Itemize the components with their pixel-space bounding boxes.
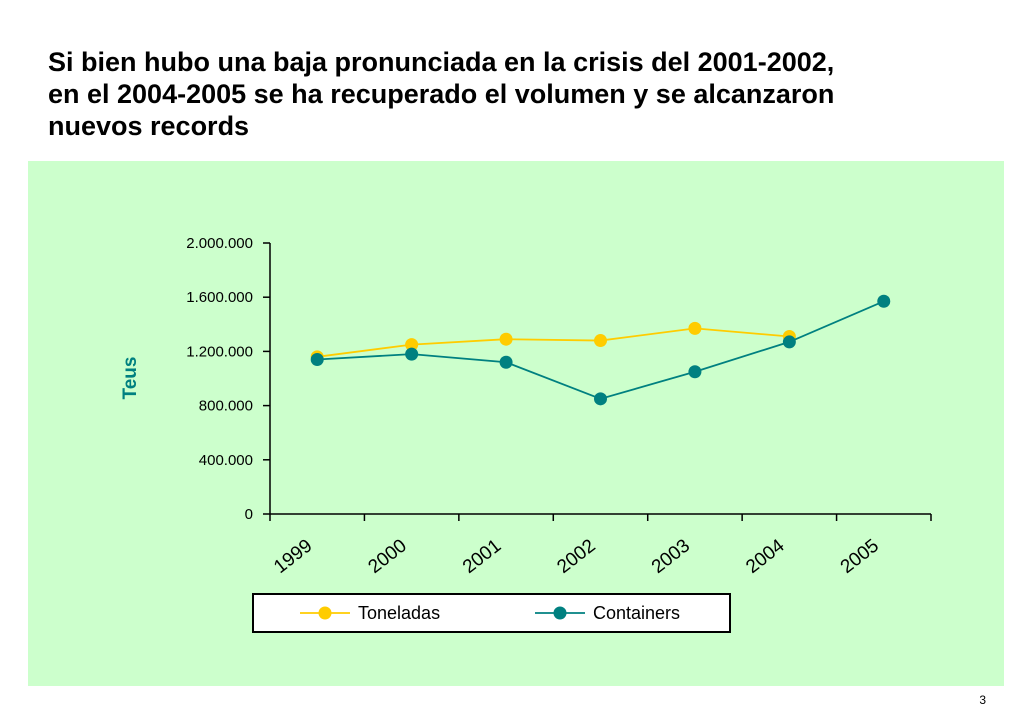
line-chart: 0 400.000 800.000 1.200.000 1.600.000 2.000.0… xyxy=(120,235,932,633)
y-tick-label: 1.200.000 xyxy=(186,343,253,360)
data-point-containers xyxy=(594,392,607,406)
x-tick-label: 2004 xyxy=(742,535,789,578)
chart-axes: 0 400.000 800.000 1.200.000 1.600.000 2.000.0… xyxy=(186,235,932,578)
y-tick-label: 800.000 xyxy=(199,398,253,415)
series-line-toneladas xyxy=(317,327,790,358)
y-axis-label: Teus xyxy=(120,357,141,400)
x-tick-label: 1999 xyxy=(270,535,316,578)
x-tick-label: 2002 xyxy=(553,535,599,578)
data-point-toneladas xyxy=(499,332,513,346)
y-tick-label: 2.000.000 xyxy=(186,235,253,252)
y-tick-label: 400.000 xyxy=(199,452,253,469)
series-line-containers xyxy=(317,300,885,400)
data-point-containers xyxy=(310,353,324,367)
page-number: 3 xyxy=(979,693,986,707)
slide-title: Si bien hubo una baja pronunciada en la … xyxy=(48,46,1008,142)
x-tick-label: 2005 xyxy=(837,535,883,578)
data-point-toneladas xyxy=(405,338,419,352)
chart-series xyxy=(310,294,891,406)
legend-marker xyxy=(553,606,567,620)
legend-label: Containers xyxy=(593,603,680,623)
y-tick-label: 1.600.000 xyxy=(186,289,253,306)
y-tick-label: 0 xyxy=(245,506,253,523)
data-point-containers xyxy=(782,335,796,349)
data-point-containers xyxy=(499,355,513,369)
x-tick-label: 2003 xyxy=(648,535,694,578)
slide-title-line: nuevos records xyxy=(48,111,250,141)
data-point-toneladas xyxy=(688,321,702,335)
data-point-containers xyxy=(688,365,702,379)
x-tick-label: 2000 xyxy=(365,535,411,578)
chart-legend: Toneladas Containers xyxy=(252,593,731,633)
data-point-containers xyxy=(405,347,419,361)
slide-title-line: en el 2004-2005 se ha recuperado el volu… xyxy=(48,79,835,109)
x-tick-label: 2001 xyxy=(459,535,505,578)
data-point-containers xyxy=(877,294,891,308)
legend-marker xyxy=(318,606,332,620)
slide-title-line: Si bien hubo una baja pronunciada en la … xyxy=(48,47,835,77)
chart-panel: 0 400.000 800.000 1.200.000 1.600.000 2.000.0… xyxy=(28,161,1004,686)
data-point-toneladas xyxy=(594,334,607,348)
legend-label: Toneladas xyxy=(358,603,440,623)
